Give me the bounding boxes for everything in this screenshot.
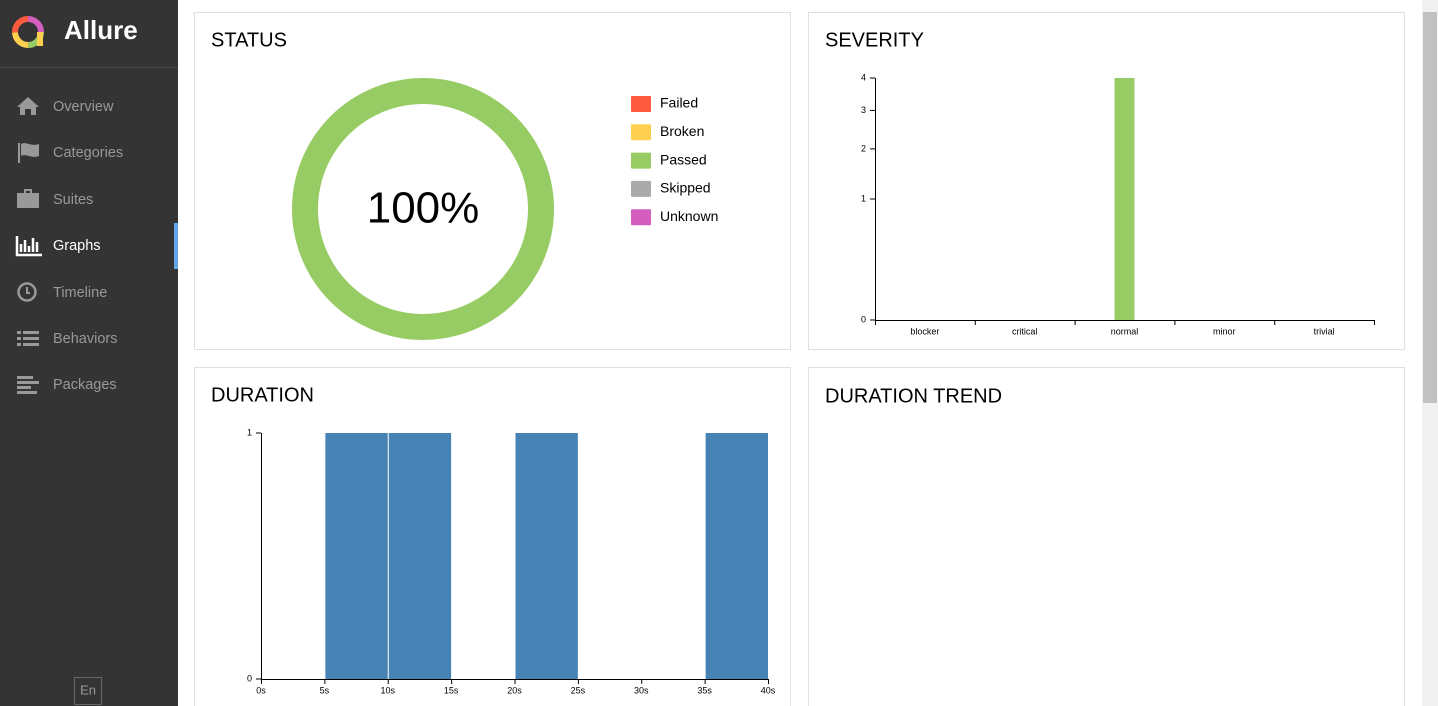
nav-item[interactable]: Graphs <box>53 238 101 254</box>
x-tick-label: 5s <box>320 685 330 695</box>
x-tick-label: 20s <box>507 685 522 695</box>
nav-icons <box>15 97 42 394</box>
x-tick-label: 15s <box>444 685 459 695</box>
nav-item[interactable]: Timeline <box>53 285 107 301</box>
bar <box>325 433 388 679</box>
y-tick-label: 2 <box>861 143 866 153</box>
legend-swatch <box>631 96 651 112</box>
sidebar <box>0 0 178 706</box>
panel <box>194 367 791 706</box>
panel <box>808 12 1405 350</box>
y-tick-label: 0 <box>861 314 866 324</box>
scrollbar-thumb[interactable] <box>1423 12 1437 403</box>
nav: Overview Categories Suites Graphs Timeline Be… <box>53 99 123 393</box>
x-tick-label: 30s <box>634 685 649 695</box>
bar <box>388 433 452 679</box>
logo <box>12 16 44 48</box>
language[interactable]: En <box>80 682 96 697</box>
panel-title: STATUS <box>211 29 287 51</box>
legend-swatch <box>631 180 651 197</box>
x-tick-label: 0s <box>256 685 266 695</box>
y-tick-label: 4 <box>861 72 866 82</box>
legend-label: Skipped <box>660 180 711 196</box>
panel-title: DURATION <box>211 384 314 406</box>
nav-item[interactable]: Overview <box>53 99 114 115</box>
legend-swatch <box>631 152 651 169</box>
active-indicator <box>174 223 178 269</box>
nav-item[interactable]: Categories <box>53 145 123 161</box>
language-box[interactable] <box>74 677 102 705</box>
x-tick-label: 35s <box>697 685 712 695</box>
x-tick-label: 25s <box>571 685 586 695</box>
x-tick-label: blocker <box>910 326 939 336</box>
brand: Allure <box>64 15 138 45</box>
legend-label: Failed <box>660 95 698 111</box>
legend-swatch <box>631 124 651 141</box>
center-label: 100% <box>367 184 480 233</box>
x-tick-label: minor <box>1213 326 1236 336</box>
x-tick-label: 10s <box>380 685 395 695</box>
legend-swatch <box>631 209 651 226</box>
panel-title: SEVERITY <box>825 29 924 51</box>
bar <box>1114 78 1135 320</box>
donut-segment <box>292 78 554 340</box>
panel <box>808 367 1405 706</box>
x-tick-label: critical <box>1012 326 1038 336</box>
y-tick-label: 1 <box>247 427 252 437</box>
x-tick-label: normal <box>1111 326 1139 336</box>
legend-label: Broken <box>660 123 704 139</box>
bar <box>705 433 768 679</box>
legend-label: Passed <box>660 151 707 167</box>
x-tick-label: trivial <box>1314 326 1335 336</box>
y-tick-label: 1 <box>861 193 866 203</box>
bar <box>515 433 578 679</box>
y-tick-label: 3 <box>861 105 866 115</box>
y-tick-label: 0 <box>247 673 252 683</box>
panel-title: DURATION TREND <box>825 385 1002 407</box>
nav-item[interactable]: Packages <box>53 377 117 393</box>
x-tick-label: 40s <box>761 685 776 695</box>
nav-item[interactable]: Suites <box>53 192 93 208</box>
legend-label: Unknown <box>660 208 718 224</box>
nav-item[interactable]: Behaviors <box>53 331 117 347</box>
